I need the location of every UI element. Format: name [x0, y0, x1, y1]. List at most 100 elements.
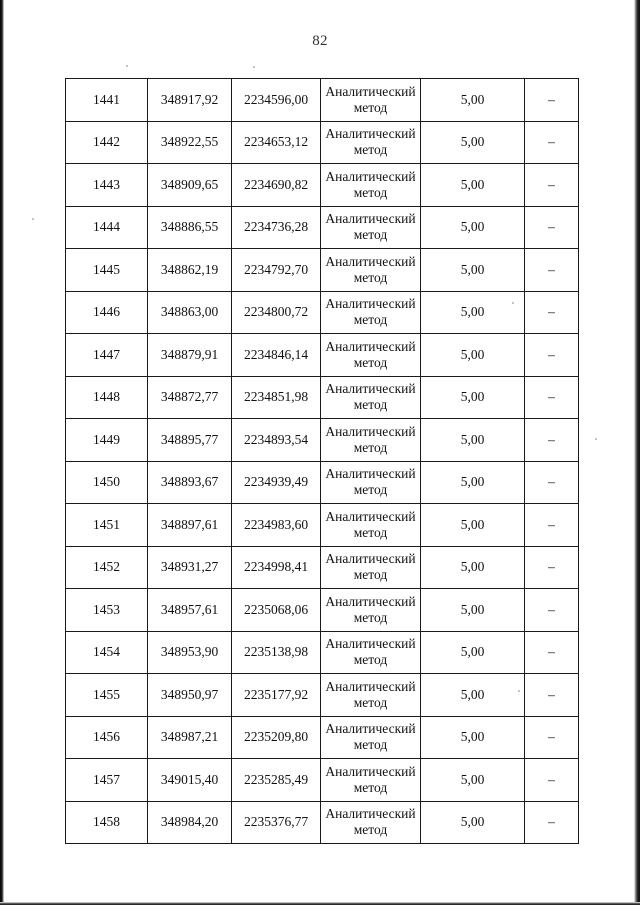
cell-determination-method: Аналитический метод [320, 630, 421, 674]
cell-coordinate-x: 349015,40 [147, 758, 232, 802]
cell-determination-method: Аналитический метод [320, 78, 421, 122]
cell-determination-method: Аналитический метод [320, 588, 421, 632]
table-row: 1449 348895,77 2234893,54 Аналитический мет… [65, 418, 579, 462]
cell-determination-method: Аналитический метод [320, 375, 421, 419]
scan-speck [253, 66, 255, 68]
cell-point-number: 1443 [65, 163, 148, 207]
cell-accuracy-value: 5,00 [420, 715, 525, 759]
cell-note: – [524, 588, 579, 632]
cell-accuracy-value: 5,00 [420, 248, 525, 292]
cell-note: – [524, 163, 579, 207]
cell-coordinate-x: 348895,77 [147, 418, 232, 462]
cell-coordinate-y: 2234893,54 [231, 418, 321, 462]
cell-accuracy-value: 5,00 [420, 545, 525, 589]
cell-note: – [524, 460, 579, 504]
cell-coordinate-x: 348931,27 [147, 545, 232, 589]
cell-coordinate-x: 348953,90 [147, 630, 232, 674]
table-row: 1453 348957,61 2235068,06 Аналитический мет… [65, 588, 579, 632]
cell-accuracy-value: 5,00 [420, 758, 525, 802]
cell-note: – [524, 758, 579, 802]
cell-coordinate-x: 348922,55 [147, 120, 232, 164]
cell-coordinate-x: 348879,91 [147, 333, 232, 377]
cell-determination-method: Аналитический метод [320, 460, 421, 504]
cell-point-number: 1453 [65, 588, 148, 632]
scan-edge-right [634, 0, 640, 905]
cell-coordinate-x: 348909,65 [147, 163, 232, 207]
cell-note: – [524, 120, 579, 164]
table-row: 1458 348984,20 2235376,77 Аналитический мет… [65, 800, 579, 844]
cell-note: – [524, 503, 579, 547]
table-row: 1444 348886,55 2234736,28 Аналитический мет… [65, 205, 579, 249]
cell-coordinate-x: 348863,00 [147, 290, 232, 334]
cell-coordinate-y: 2234939,49 [231, 460, 321, 504]
cell-coordinate-y: 2234690,82 [231, 163, 321, 207]
cell-coordinate-y: 2234998,41 [231, 545, 321, 589]
cell-coordinate-x: 348862,19 [147, 248, 232, 292]
cell-point-number: 1447 [65, 333, 148, 377]
cell-coordinate-y: 2234800,72 [231, 290, 321, 334]
cell-determination-method: Аналитический метод [320, 545, 421, 589]
cell-accuracy-value: 5,00 [420, 503, 525, 547]
table-row: 1450 348893,67 2234939,49 Аналитический мет… [65, 460, 579, 504]
table-row: 1456 348987,21 2235209,80 Аналитический мет… [65, 715, 579, 759]
cell-coordinate-x: 348987,21 [147, 715, 232, 759]
cell-determination-method: Аналитический метод [320, 290, 421, 334]
cell-point-number: 1454 [65, 630, 148, 674]
cell-coordinate-x: 348897,61 [147, 503, 232, 547]
cell-determination-method: Аналитический метод [320, 163, 421, 207]
table-row: 1451 348897,61 2234983,60 Аналитический мет… [65, 503, 579, 547]
cell-note: – [524, 205, 579, 249]
cell-accuracy-value: 5,00 [420, 800, 525, 844]
cell-coordinate-x: 348917,92 [147, 78, 232, 122]
cell-accuracy-value: 5,00 [420, 290, 525, 334]
table-row: 1457 349015,40 2235285,49 Аналитический мет… [65, 758, 579, 802]
cell-note: – [524, 673, 579, 717]
cell-point-number: 1448 [65, 375, 148, 419]
cell-note: – [524, 630, 579, 674]
cell-point-number: 1455 [65, 673, 148, 717]
cell-coordinate-y: 2235376,77 [231, 800, 321, 844]
cell-coordinate-x: 348886,55 [147, 205, 232, 249]
table-row: 1445 348862,19 2234792,70 Аналитический мет… [65, 248, 579, 292]
cell-coordinate-y: 2235177,92 [231, 673, 321, 717]
table-body: 1441 348917,92 2234596,00 Аналитический мет… [65, 78, 579, 844]
cell-coordinate-y: 2235285,49 [231, 758, 321, 802]
cell-note: – [524, 78, 579, 122]
cell-coordinate-y: 2234736,28 [231, 205, 321, 249]
cell-accuracy-value: 5,00 [420, 673, 525, 717]
cell-accuracy-value: 5,00 [420, 460, 525, 504]
cell-accuracy-value: 5,00 [420, 588, 525, 632]
coordinates-table: 1441 348917,92 2234596,00 Аналитический мет… [65, 78, 579, 844]
cell-point-number: 1445 [65, 248, 148, 292]
cell-point-number: 1458 [65, 800, 148, 844]
cell-determination-method: Аналитический метод [320, 120, 421, 164]
cell-coordinate-y: 2234653,12 [231, 120, 321, 164]
table-row: 1441 348917,92 2234596,00 Аналитический мет… [65, 78, 579, 122]
cell-point-number: 1452 [65, 545, 148, 589]
cell-determination-method: Аналитический метод [320, 800, 421, 844]
cell-coordinate-y: 2234596,00 [231, 78, 321, 122]
cell-accuracy-value: 5,00 [420, 205, 525, 249]
scan-speck [595, 438, 597, 440]
cell-accuracy-value: 5,00 [420, 333, 525, 377]
cell-coordinate-x: 348893,67 [147, 460, 232, 504]
cell-accuracy-value: 5,00 [420, 630, 525, 674]
scan-edge-bottom [0, 902, 640, 905]
cell-point-number: 1450 [65, 460, 148, 504]
cell-note: – [524, 800, 579, 844]
table-row: 1452 348931,27 2234998,41 Аналитический мет… [65, 545, 579, 589]
table-row: 1448 348872,77 2234851,98 Аналитический мет… [65, 375, 579, 419]
cell-coordinate-y: 2234846,14 [231, 333, 321, 377]
cell-coordinate-y: 2235068,06 [231, 588, 321, 632]
cell-coordinate-x: 348984,20 [147, 800, 232, 844]
cell-point-number: 1451 [65, 503, 148, 547]
cell-coordinate-y: 2235209,80 [231, 715, 321, 759]
cell-coordinate-x: 348957,61 [147, 588, 232, 632]
cell-point-number: 1449 [65, 418, 148, 462]
cell-determination-method: Аналитический метод [320, 333, 421, 377]
cell-point-number: 1441 [65, 78, 148, 122]
table-row: 1443 348909,65 2234690,82 Аналитический мет… [65, 163, 579, 207]
cell-note: – [524, 248, 579, 292]
cell-coordinate-x: 348950,97 [147, 673, 232, 717]
table-row: 1447 348879,91 2234846,14 Аналитический мет… [65, 333, 579, 377]
